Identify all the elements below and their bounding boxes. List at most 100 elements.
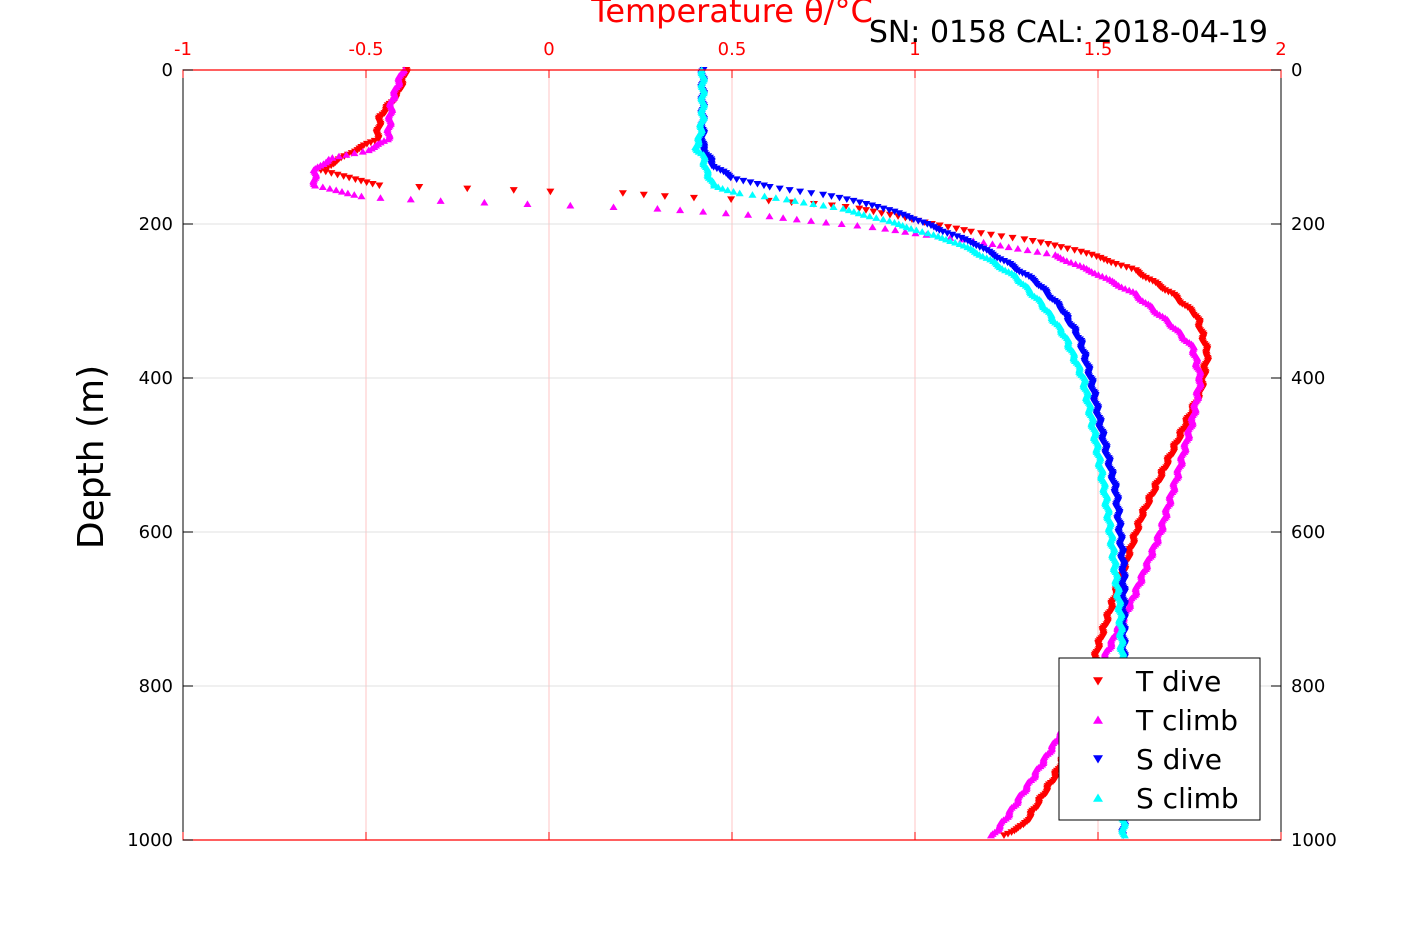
legend-entry: S dive [1136, 743, 1222, 776]
legend-entry: T dive [1135, 665, 1221, 698]
data-point [566, 201, 575, 209]
x-tick-label: 1.5 [1084, 39, 1113, 60]
chart-title: Temperature θ/°C [590, 0, 873, 30]
data-point [1063, 245, 1072, 253]
legend: T dive T climb S dive S climb [1058, 657, 1261, 821]
data-point [771, 194, 780, 201]
data-point [609, 203, 618, 211]
data-point [415, 184, 424, 191]
x-tick-label: -1 [174, 39, 192, 60]
y-tick-label-right: 200 [1291, 214, 1325, 235]
data-point [790, 197, 799, 204]
data-point [334, 152, 343, 160]
data-point [886, 211, 895, 219]
y-tick-label-left: 400 [139, 368, 173, 389]
data-point [345, 174, 354, 182]
data-point [735, 189, 744, 197]
data-point [855, 199, 864, 207]
data-point [849, 197, 858, 205]
data-point [842, 196, 851, 203]
data-point [1120, 831, 1129, 839]
data-point [807, 217, 816, 224]
data-point [748, 191, 757, 198]
data-point [311, 181, 320, 189]
data-point [406, 195, 415, 203]
data-point [699, 208, 708, 215]
data-point [1044, 241, 1053, 248]
data-point [1067, 258, 1076, 266]
data-point [1033, 248, 1042, 255]
y-tick-label-right: 0 [1291, 60, 1302, 81]
data-point [1004, 243, 1013, 251]
data-point [760, 192, 769, 200]
data-point [727, 196, 736, 203]
data-point [912, 226, 921, 234]
data-point [765, 212, 774, 220]
data-point [1036, 239, 1045, 247]
data-point [946, 237, 955, 244]
data-point [865, 212, 874, 220]
data-point [718, 184, 727, 192]
legend-marker [1093, 677, 1103, 686]
data-point [653, 205, 662, 212]
data-point [1070, 247, 1079, 254]
data-point [869, 208, 878, 216]
data-point [362, 179, 371, 187]
y-tick-label-right: 1000 [1291, 830, 1337, 851]
data-point [364, 146, 373, 154]
data-point [835, 194, 844, 202]
data-point [819, 201, 828, 209]
data-point [337, 188, 346, 195]
data-point [350, 149, 359, 157]
data-point [877, 210, 886, 217]
data-point [986, 831, 995, 839]
data-point [918, 228, 927, 235]
legend-marker [1093, 755, 1103, 764]
legend-box [1058, 657, 1261, 821]
data-point [901, 228, 910, 235]
data-point [1008, 234, 1017, 242]
y-tick-label-left: 200 [139, 214, 173, 235]
data-point [829, 203, 838, 211]
data-point [907, 225, 916, 232]
data-point [509, 187, 518, 194]
data-point [436, 197, 445, 204]
data-point [979, 238, 988, 246]
data-point [977, 230, 986, 237]
data-point [618, 190, 627, 197]
data-point [891, 226, 900, 234]
data-point [996, 241, 1005, 249]
data-point [342, 151, 351, 158]
data-point [689, 194, 698, 202]
y-tick-label-left: 600 [139, 522, 173, 543]
x-tick-label: 0 [543, 39, 554, 60]
data-point [546, 188, 555, 196]
data-point [639, 191, 648, 199]
data-point [723, 186, 732, 194]
series-s-climb [691, 66, 1130, 839]
data-point [480, 198, 489, 206]
data-point [952, 225, 961, 233]
data-point [333, 171, 342, 179]
data-point [859, 211, 868, 218]
data-point [463, 185, 472, 193]
data-point [809, 200, 818, 207]
chart-subtitle: SN: 0158 CAL: 2018-04-19 [869, 15, 1268, 50]
x-tick-label: 2 [1275, 39, 1286, 60]
data-point [732, 176, 741, 183]
y-tick-label-right: 400 [1291, 368, 1325, 389]
data-point [861, 207, 870, 214]
data-point [890, 218, 899, 226]
data-point [988, 240, 997, 248]
data-point [844, 206, 853, 214]
data-point [951, 238, 960, 246]
data-point [368, 180, 377, 188]
y-tick-label-left: 0 [162, 60, 173, 81]
data-point [854, 209, 863, 217]
data-point [839, 205, 848, 212]
data-point [986, 231, 995, 239]
data-point [885, 217, 894, 224]
data-point [753, 180, 762, 188]
